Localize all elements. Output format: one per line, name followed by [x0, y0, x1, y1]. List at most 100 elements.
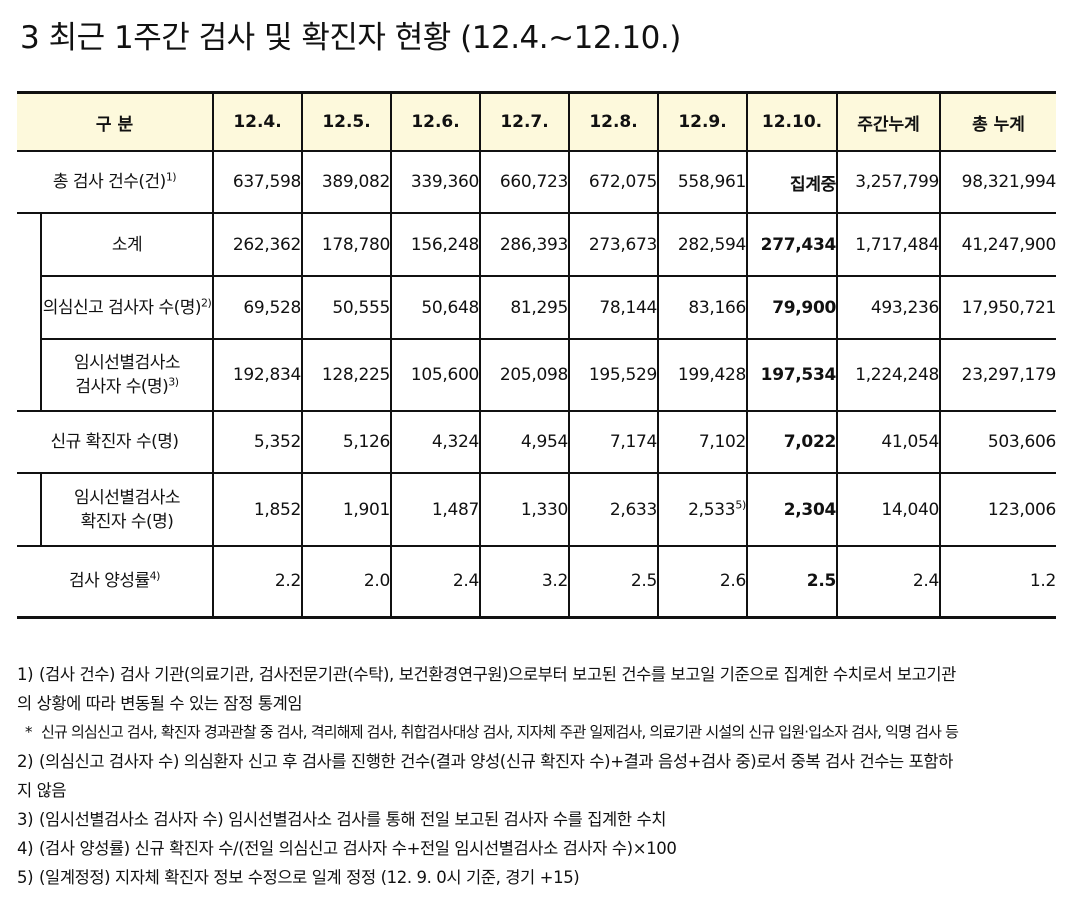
footnote-text: (의심신고 검사자 수) 의심환자 신고 후 검사를 진행한 건수(결과 양성(…: [39, 752, 953, 771]
table-row-suspect-tests: 의심신고 검사자 수(명)2) 69,528 50,555 50,648 81,…: [17, 276, 1056, 340]
footnote-number: 5): [17, 868, 34, 887]
table-cell: 2.4: [390, 546, 481, 619]
table-cell: 7,174: [568, 411, 659, 474]
table-cell: 2.5: [568, 546, 659, 619]
row-label: 소계: [39, 213, 214, 277]
table-cell: 273,673: [568, 213, 659, 277]
footnote-star: * 신규 의심신고 검사, 확진자 경과관찰 중 검사, 격리해제 검사, 취합…: [17, 718, 1075, 747]
footnote-number: 2): [17, 752, 34, 771]
row-label: 임시선별검사소 검사자 수(명)3): [39, 339, 214, 412]
footnote-2: 2) (의심신고 검사자 수) 의심환자 신고 후 검사를 진행한 건수(결과 …: [17, 747, 1075, 776]
table-cell: 2.5: [746, 546, 838, 619]
table-cell: 123,006: [939, 473, 1056, 547]
row-label: 신규 확진자 수(명): [17, 411, 214, 474]
table-cell: 1,487: [390, 473, 481, 547]
table-row-positivity: 검사 양성률4) 2.2 2.0 2.4 3.2 2.5 2.6 2.5 2.4…: [17, 546, 1056, 619]
header-date: 12.7.: [479, 91, 570, 152]
footnote-text: (검사 건수) 검사 기관(의료기관, 검사전문기관(수탁), 보건환경연구원)…: [39, 665, 956, 684]
table-cell: 98,321,994: [939, 151, 1056, 214]
table-cell: 5,126: [301, 411, 392, 474]
table-cell: 4,954: [479, 411, 570, 474]
footnote-2-continued: 지 않음: [17, 781, 67, 800]
table-cell: 128,225: [301, 339, 392, 412]
table-cell: 339,360: [390, 151, 481, 214]
footnote-1: 1) (검사 건수) 검사 기관(의료기관, 검사전문기관(수탁), 보건환경연…: [17, 660, 1075, 689]
table-cell: 1,224,248: [836, 339, 941, 412]
table-cell: 178,780: [301, 213, 392, 277]
footnote-1-continued: 의 상황에 따라 변동될 수 있는 잠정 통계임: [17, 694, 303, 713]
table-cell: 23,297,179: [939, 339, 1056, 412]
table-row-temp-site-cases: 임시선별검사소 확진자 수(명) 1,852 1,901 1,487 1,330 …: [17, 473, 1056, 547]
table-cell: 2.4: [836, 546, 941, 619]
table-cell: 79,900: [746, 276, 838, 340]
table-cell: 2,633: [568, 473, 659, 547]
header-date: 12.10.: [746, 91, 838, 152]
table-cell: 156,248: [390, 213, 481, 277]
table-cell: 3,257,799: [836, 151, 941, 214]
table-cell: 660,723: [479, 151, 570, 214]
table-cell: 1.2: [939, 546, 1056, 619]
table-cell: 286,393: [479, 213, 570, 277]
row-label: 총 검사 건수(건)1): [17, 151, 214, 214]
table-cell: 50,648: [390, 276, 481, 340]
table-cell: 1,717,484: [836, 213, 941, 277]
table-cell: 5,352: [212, 411, 303, 474]
footnote-number: 1): [17, 665, 34, 684]
footnote-star-mark: *: [25, 723, 33, 741]
footnote-5: 5) (일계정정) 지자체 확진자 정보 수정으로 일계 정정 (12. 9. …: [17, 863, 1075, 892]
header-category: 구 분: [17, 91, 214, 152]
footnote-text: (임시선별검사소 검사자 수) 임시선별검사소 검사를 통해 전일 보고된 검사…: [39, 810, 667, 829]
header-date: 12.8.: [568, 91, 659, 152]
header-weekly-total: 주간누계: [836, 91, 941, 152]
table-cell: 1,901: [301, 473, 392, 547]
table-cell: 7,102: [657, 411, 748, 474]
table-cell: 277,434: [746, 213, 838, 277]
table-row-total-tests: 총 검사 건수(건)1) 637,598 389,082 339,360 660…: [17, 151, 1056, 214]
table-cell: 2.2: [212, 546, 303, 619]
table-cell: 2.6: [657, 546, 748, 619]
table-cell: 672,075: [568, 151, 659, 214]
table-cell: 3.2: [479, 546, 570, 619]
header-date: 12.4.: [212, 91, 303, 152]
row-label: 검사 양성률4): [17, 546, 214, 619]
table-cell: 50,555: [301, 276, 392, 340]
table-cell: 41,247,900: [939, 213, 1056, 277]
stats-table: 구 분 12.4. 12.5. 12.6. 12.7. 12.8. 12.9. …: [17, 91, 1056, 619]
table-cell: 14,040: [836, 473, 941, 547]
table-cell: 집계중: [746, 151, 838, 214]
table-cell: 197,534: [746, 339, 838, 412]
table-cell: 69,528: [212, 276, 303, 340]
header-row: 구 분 12.4. 12.5. 12.6. 12.7. 12.8. 12.9. …: [17, 91, 1057, 152]
table-row-new-cases: 신규 확진자 수(명) 5,352 5,126 4,324 4,954 7,17…: [17, 411, 1056, 474]
footnote-number: 3): [17, 810, 34, 829]
table-cell: 81,295: [479, 276, 570, 340]
table-cell: 2,5335): [657, 473, 748, 547]
header-date: 12.9.: [657, 91, 748, 152]
page-title: 3 최근 1주간 검사 및 확진자 현황 (12.4.~12.10.): [20, 20, 681, 56]
footnote-text: 신규 의심신고 검사, 확진자 경과관찰 중 검사, 격리해제 검사, 취합검사…: [41, 723, 959, 741]
row-label: 임시선별검사소 확진자 수(명): [39, 473, 214, 547]
table-cell: 2.0: [301, 546, 392, 619]
table-cell: 389,082: [301, 151, 392, 214]
table-cell: 78,144: [568, 276, 659, 340]
table-cell: 195,529: [568, 339, 659, 412]
table-cell: 503,606: [939, 411, 1056, 474]
indent-cell: [17, 213, 41, 412]
indent-cell: [17, 473, 41, 547]
footnote-text: (검사 양성률) 신규 확진자 수/(전일 의심신고 검사자 수+전일 임시선별…: [39, 839, 677, 858]
footnote-number: 4): [17, 839, 34, 858]
table-cell: 105,600: [390, 339, 481, 412]
row-label: 의심신고 검사자 수(명)2): [39, 276, 214, 340]
header-cumulative-total: 총 누계: [939, 91, 1057, 152]
footnote-4: 4) (검사 양성률) 신규 확진자 수/(전일 의심신고 검사자 수+전일 임…: [17, 834, 1075, 863]
table-cell: 205,098: [479, 339, 570, 412]
table-cell: 41,054: [836, 411, 941, 474]
footnote-3: 3) (임시선별검사소 검사자 수) 임시선별검사소 검사를 통해 전일 보고된…: [17, 805, 1075, 834]
table-cell: 17,950,721: [939, 276, 1056, 340]
table-row-temp-site-tests: 임시선별검사소 검사자 수(명)3) 192,834 128,225 105,60…: [17, 339, 1056, 412]
table-cell: 493,236: [836, 276, 941, 340]
table-cell: 637,598: [212, 151, 303, 214]
table-cell: 282,594: [657, 213, 748, 277]
table-cell: 7,022: [746, 411, 838, 474]
table-cell: 1,330: [479, 473, 570, 547]
